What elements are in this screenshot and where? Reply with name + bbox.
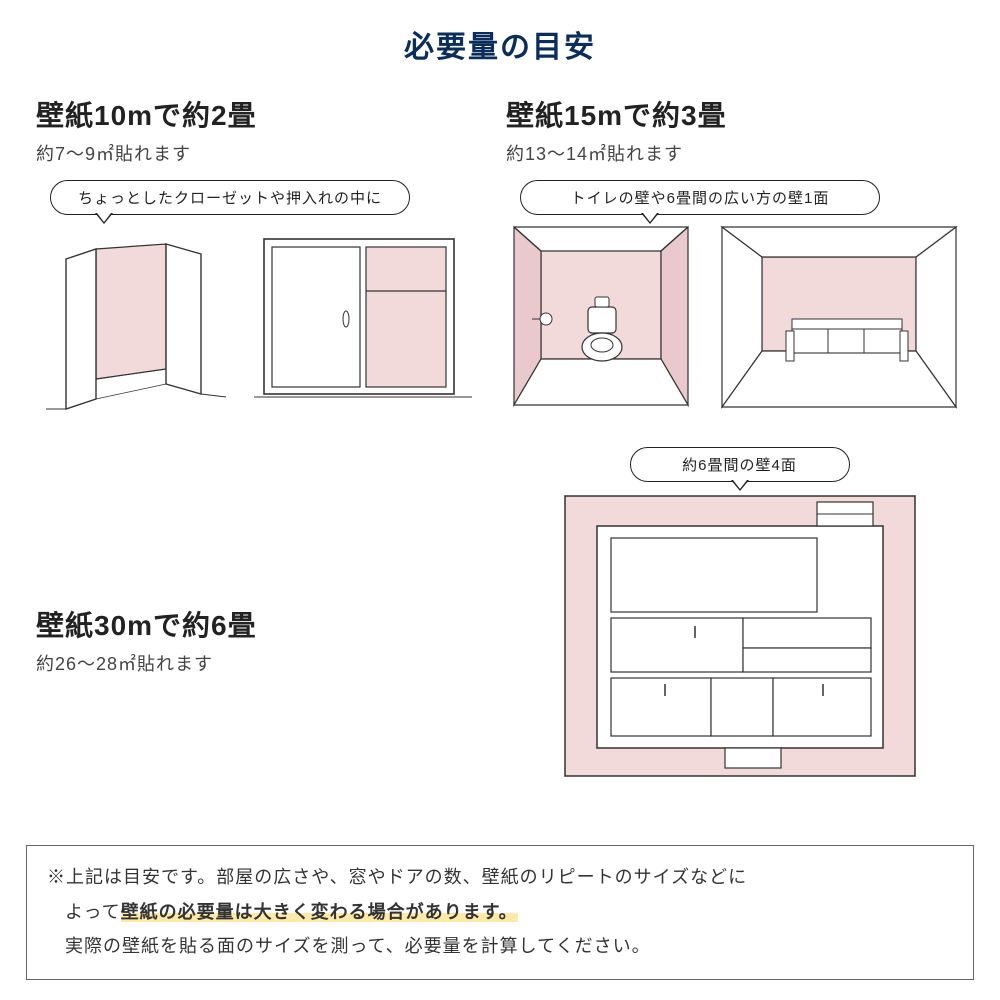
section-30m: 壁紙30mで約6畳 約26～28㎡貼れます [36, 447, 485, 786]
section-30m-sub: 約26～28㎡貼れます [36, 650, 485, 676]
toilet-room-icon [506, 219, 696, 419]
section-30m-right: 約6畳間の壁4面 [515, 447, 964, 786]
section-15m-sub: 約13～14㎡貼れます [506, 140, 964, 166]
section-15m: 壁紙15mで約3畳 約13～14㎡貼れます トイレの壁や6畳間の広い方の壁1面 [506, 94, 964, 419]
top-row: 壁紙10mで約2畳 約7～9㎡貼れます ちょっとしたクローゼットや押入れの中に [0, 66, 1000, 419]
section-30m-title: 壁紙30mで約6畳 [36, 604, 485, 644]
section-30m-bubble: 約6畳間の壁4面 [630, 447, 850, 482]
room-one-wall-icon [714, 219, 964, 419]
section-10m-illustrations [36, 219, 476, 419]
section-15m-title: 壁紙15mで約3畳 [506, 94, 964, 134]
note-line1: ※上記は目安です。部屋の広さや、窓やドアの数、壁紙のリピートのサイズなどに [47, 867, 747, 887]
section-10m-title: 壁紙10mで約2畳 [36, 94, 476, 134]
sliding-door-icon [254, 219, 474, 419]
section-15m-bubble: トイレの壁や6畳間の広い方の壁1面 [520, 180, 880, 215]
room-floorplan-icon [555, 486, 925, 786]
section-10m-sub: 約7～9㎡貼れます [36, 140, 476, 166]
section-15m-illustrations [506, 219, 964, 419]
section-10m-bubble: ちょっとしたクローゼットや押入れの中に [50, 180, 410, 215]
note-highlight: 壁紙の必要量は大きく変わる場合があります。 [121, 902, 518, 922]
note-line2-prefix: よって [65, 902, 121, 922]
closet-icon [36, 219, 236, 419]
note-box: ※上記は目安です。部屋の広さや、窓やドアの数、壁紙のリピートのサイズなどに よっ… [26, 845, 974, 980]
note-line3: 実際の壁紙を貼る面のサイズを測って、必要量を計算してください。 [65, 936, 651, 956]
bottom-row: 壁紙30mで約6畳 約26～28㎡貼れます 約6畳間の壁4面 [0, 447, 1000, 786]
page-title: 必要量の目安 [0, 0, 1000, 66]
section-10m: 壁紙10mで約2畳 約7～9㎡貼れます ちょっとしたクローゼットや押入れの中に [36, 94, 476, 419]
